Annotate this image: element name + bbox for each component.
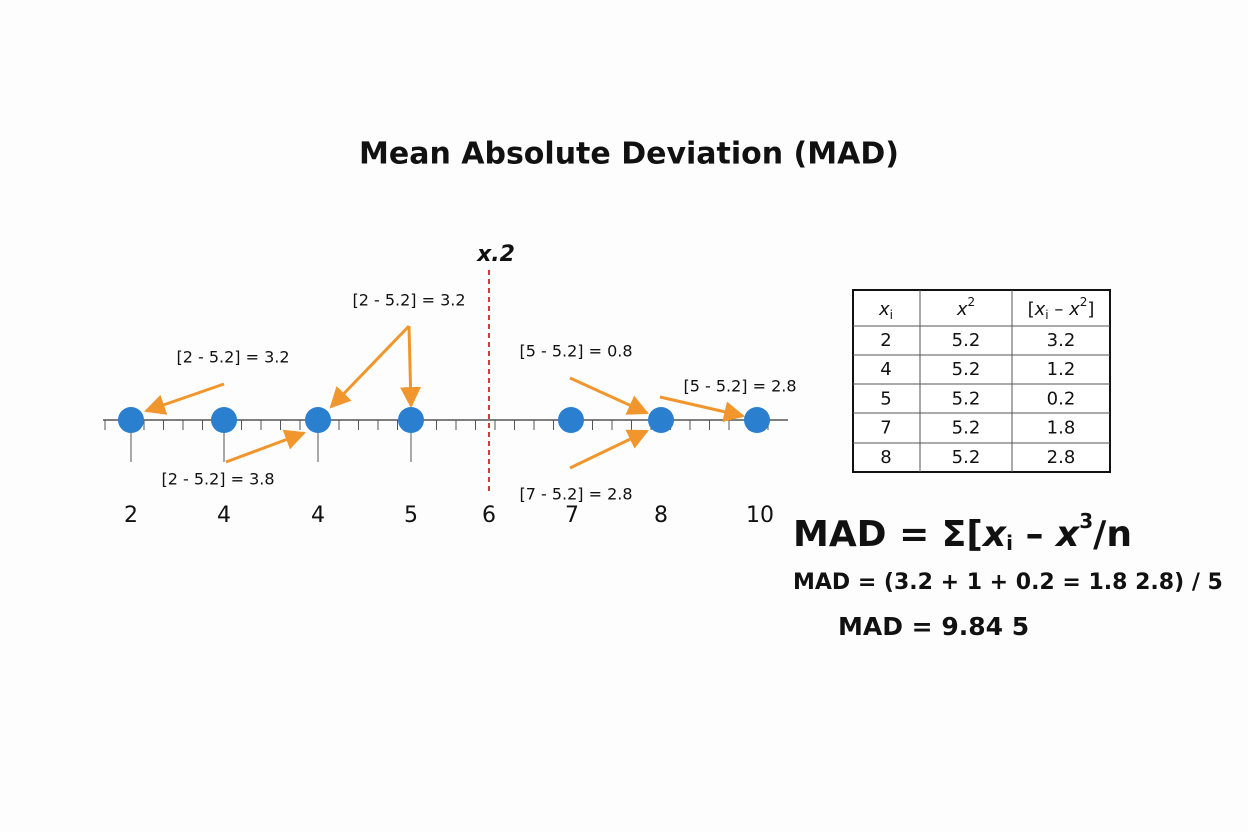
header-cell: xi — [878, 299, 893, 322]
mean-label: x.2 — [476, 242, 515, 267]
axis-label: 8 — [654, 503, 668, 528]
axis-label: 10 — [746, 503, 774, 528]
table-cell: 0.2 — [1047, 388, 1076, 409]
table-cell: 1.8 — [1047, 418, 1076, 439]
arrow — [659, 395, 746, 423]
table-cell: 1.2 — [1047, 359, 1076, 380]
arrow — [329, 324, 411, 409]
header-part: x — [956, 299, 968, 320]
formula-part: 3 — [1079, 509, 1093, 533]
point — [398, 407, 424, 433]
point — [118, 407, 144, 433]
arrow — [225, 429, 306, 464]
axis-label: 4 — [311, 503, 325, 528]
point — [648, 407, 674, 433]
table: xi x2 [xi – x2] 2 5.2 3.24 5.2 1.25 5.2 0.27 5.… — [852, 289, 1111, 473]
labels: 2 4 4 5 6 7 8 10 [2 - 5.2] = 3.2 [2 - 5.2] = 3.2 [… — [124, 291, 797, 529]
formula-part: i — [1006, 531, 1013, 555]
table-cell: 5.2 — [952, 447, 981, 468]
header-cell: x2 — [956, 295, 975, 321]
annotation: [2 - 5.2] = 3.8 — [161, 470, 274, 489]
header-part: – — [1049, 299, 1069, 320]
table-cell: 5.2 — [952, 330, 981, 351]
header-part: ] — [1087, 299, 1094, 320]
annotation: [2 - 5.2] = 3.2 — [352, 291, 465, 310]
formula-part: x — [1054, 514, 1081, 555]
annotation: [2 - 5.2] = 3.2 — [176, 348, 289, 367]
header-part: x — [1068, 299, 1080, 320]
formula-part: x — [981, 514, 1008, 555]
title: Mean Absolute Deviation (MAD) — [359, 137, 899, 172]
arrow — [144, 382, 225, 415]
axis-label: 4 — [217, 503, 231, 528]
annotation: [5 - 5.2] = 2.8 — [683, 377, 796, 396]
header-part: 2 — [968, 295, 976, 309]
table-cell: 3.2 — [1047, 330, 1076, 351]
axis-label: 7 — [565, 503, 579, 528]
annotation: [7 - 5.2] = 2.8 — [519, 485, 632, 504]
point — [211, 407, 237, 433]
table-cell: 2 — [880, 330, 891, 351]
table-cell: 5.2 — [952, 388, 981, 409]
table-cell: 4 — [880, 359, 891, 380]
table-cell: 8 — [880, 447, 891, 468]
formula-1: MAD = Σ[xi – x3/n — [793, 509, 1132, 556]
arrow — [569, 376, 649, 415]
table-cell: 2.8 — [1047, 447, 1076, 468]
table-cell: 5.2 — [952, 418, 981, 439]
formula-part: – — [1013, 514, 1056, 555]
axis-label: 5 — [404, 503, 418, 528]
table-border — [852, 289, 1111, 473]
point — [744, 407, 770, 433]
header-part: i — [1045, 308, 1048, 322]
arrow — [400, 325, 422, 409]
formula-part: /n — [1093, 514, 1132, 555]
dots — [118, 407, 770, 433]
header-part: 2 — [1080, 295, 1088, 309]
table-cell: 5 — [880, 388, 891, 409]
table-cell: 5.2 — [952, 359, 981, 380]
header-cell: [xi – x2] — [1028, 295, 1095, 322]
axis-label: 6 — [482, 503, 496, 528]
header-part: x — [1034, 299, 1046, 320]
axis-label: 2 — [124, 503, 138, 528]
formula-part: MAD = Σ[ — [793, 514, 983, 555]
formula-2: MAD = (3.2 + 1 + 0.2 = 1.8 2.8) / 5 — [793, 570, 1223, 595]
annotation: [5 - 5.2] = 0.8 — [519, 342, 632, 361]
table-cell: 7 — [880, 418, 891, 439]
arrow — [569, 429, 649, 470]
point — [558, 407, 584, 433]
header-part: [ — [1028, 299, 1035, 320]
point — [305, 407, 331, 433]
header-part: i — [890, 308, 893, 322]
formula-3: MAD = 9.84 5 — [838, 612, 1029, 641]
arrows — [144, 324, 746, 470]
header-part: x — [878, 299, 890, 320]
